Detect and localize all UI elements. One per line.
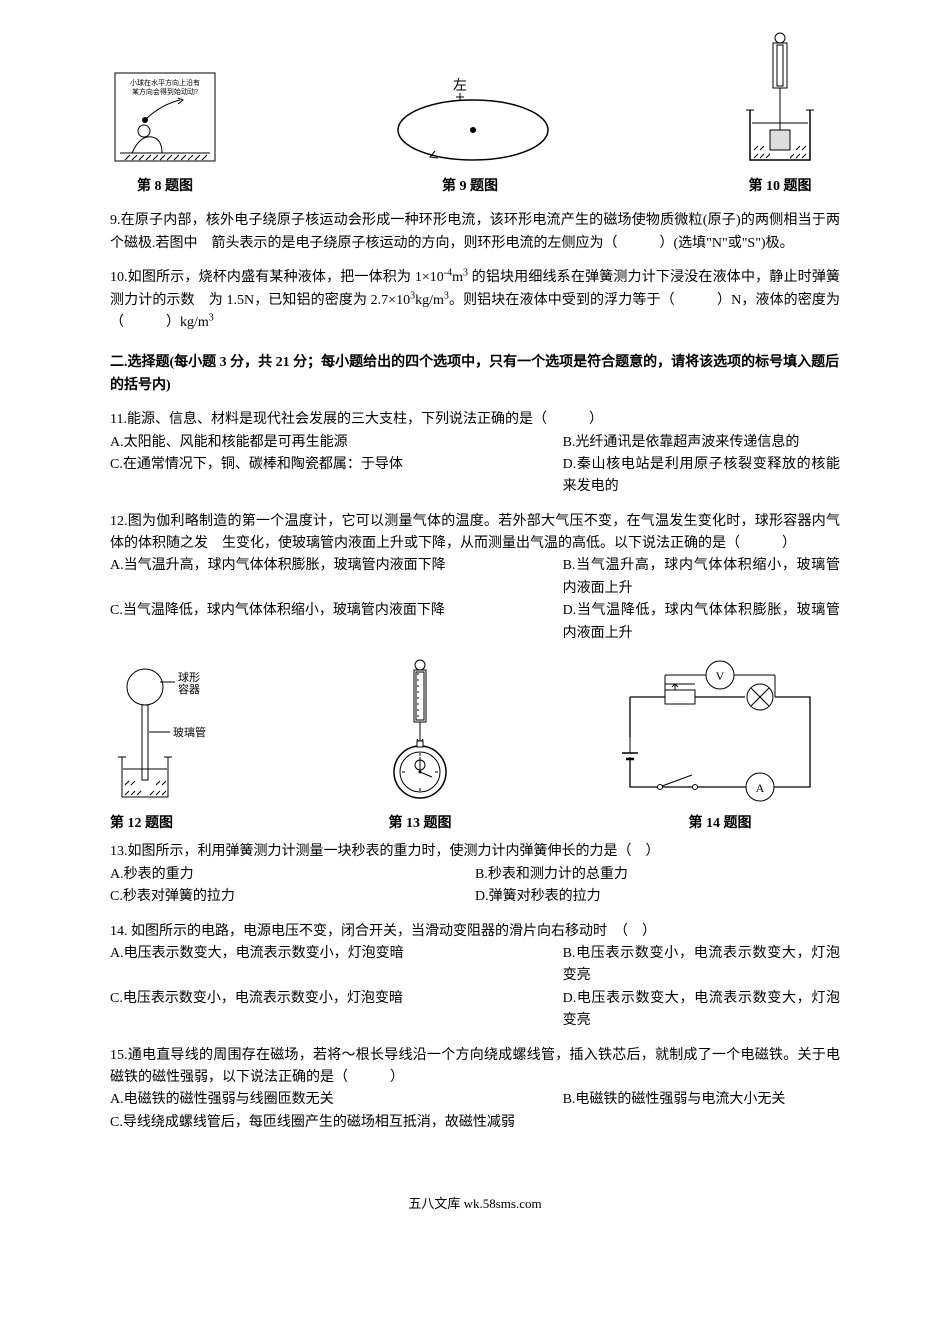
fig8-svg: 小球在水平方向上沿有 某方向会得到始动动? — [110, 65, 220, 170]
q12-B: B.当气温升高，球内气体体积缩小，玻璃管内液面上升 — [563, 555, 840, 600]
fig14-v: V — [716, 669, 725, 683]
q10-b: m — [452, 270, 463, 285]
fig8-caption: 第 8 题图 — [137, 176, 193, 198]
question-15: 15.通电直导线的周围存在磁场，若将～根长导线沿一个方向绕成螺线管，插入铁芯后，… — [110, 1045, 840, 1135]
section-2-title: 二.选择题(每小题 3 分，共 21 分；每小题给出的四个选项中，只有一个选项是… — [110, 352, 840, 397]
q15-A: A.电磁铁的磁性强弱与线圈匝数无关 — [110, 1089, 563, 1111]
figure-12: 球形 容器 玻璃管 第 12 题图 — [110, 657, 240, 835]
q11-stem: 11.能源、信息、材料是现代社会发展的三大支柱，下列说法正确的是（ ） — [110, 409, 840, 431]
q12-C: C.当气温降低，球内气体体积缩小，玻璃管内液面下降 — [110, 600, 563, 645]
fig8-text2: 某方向会得到始动动? — [132, 87, 198, 96]
figure-14: V A — [600, 657, 840, 835]
q10-sup5: 3 — [209, 312, 214, 323]
q11-A: A.太阳能、风能和核能都是可再生能源 — [110, 432, 563, 454]
q11-D: D.秦山核电站是利用原子核裂变释放的核能来发电的 — [563, 454, 840, 499]
question-12: 12.图为伽利略制造的第一个温度计，它可以测量气体的温度。若外部大气压不变，在气… — [110, 511, 840, 645]
q11-C: C.在通常情况下，铜、碳棒和陶瓷都属：于导体 — [110, 454, 563, 499]
fig9-caption: 第 9 题图 — [442, 176, 498, 198]
q14-A: A.电压表示数变大，电流表示数变小，灯泡变暗 — [110, 943, 563, 988]
question-10: 10.如图所示，烧杯内盛有某种液体，把一体积为 1×10-4m3 的铝块用细线系… — [110, 267, 840, 334]
figure-10: 第 10 题图 — [720, 30, 840, 198]
figure-8: 小球在水平方向上沿有 某方向会得到始动动? 第 8 题图 — [110, 65, 220, 198]
fig9-left-label: 左 — [453, 78, 467, 94]
q9-text: 9.在原子内部，核外电子绕原子核运动会形成一种环形电流，该环形电流产生的磁场使物… — [110, 213, 840, 250]
q12-stem: 12.图为伽利略制造的第一个温度计，它可以测量气体的温度。若外部大气压不变，在气… — [110, 511, 840, 556]
fig13-svg — [360, 657, 480, 807]
q14-C: C.电压表示数变小，电流表示数变小，灯泡变暗 — [110, 988, 563, 1033]
q15-stem: 15.通电直导线的周围存在磁场，若将～根长导线沿一个方向绕成螺线管，插入铁芯后，… — [110, 1045, 840, 1090]
q10-sup1: -4 — [444, 268, 452, 279]
figure-9: 左 第 9 题图 — [378, 75, 563, 198]
q14-stem: 14. 如图所示的电路，电源电压不变，闭合开关，当滑动变阻器的滑片向右移动时 （… — [110, 921, 840, 943]
figure-13: 第 13 题图 — [360, 657, 480, 835]
q12-D: D.当气温降低，球内气体体积膨胀，玻璃管内液面上升 — [563, 600, 840, 645]
question-14: 14. 如图所示的电路，电源电压不变，闭合开关，当滑动变阻器的滑片向右移动时 （… — [110, 921, 840, 1033]
q14-B: B.电压表示数变小，电流表示数变大，灯泡变亮 — [563, 943, 840, 988]
q13-stem: 13.如图所示，利用弹簧测力计测量一块秒表的重力时，使测力计内弹簧伸长的力是（ … — [110, 841, 840, 863]
q15-C: C.导线绕成螺线管后，每匝线圈产生的磁场相互抵消，故磁性减弱 — [110, 1112, 840, 1134]
svg-text:球形: 球形 — [178, 670, 200, 684]
q10-d: kg/m — [415, 293, 444, 308]
page-footer: 五八文库 wk.58sms.com — [110, 1194, 840, 1215]
fig14-svg: V A — [600, 657, 840, 807]
fig10-svg — [720, 30, 840, 170]
q11-B: B.光纤通讯是依靠超声波来传递信息的 — [563, 432, 840, 454]
q13-A: A.秒表的重力 — [110, 864, 475, 886]
fig10-caption: 第 10 题图 — [749, 176, 812, 198]
fig8-text1: 小球在水平方向上沿有 — [130, 78, 200, 87]
question-13: 13.如图所示，利用弹簧测力计测量一块秒表的重力时，使测力计内弹簧伸长的力是（ … — [110, 841, 840, 908]
fig12-svg: 球形 容器 玻璃管 — [110, 657, 240, 807]
figure-row-top: 小球在水平方向上沿有 某方向会得到始动动? 第 8 题图 左 — [110, 30, 840, 198]
figure-row-middle: 球形 容器 玻璃管 第 12 题图 — [110, 657, 840, 835]
q13-C: C.秒表对弹簧的拉力 — [110, 886, 475, 908]
svg-text:玻璃管: 玻璃管 — [173, 725, 206, 739]
fig13-caption: 第 13 题图 — [389, 813, 452, 835]
q15-B: B.电磁铁的磁性强弱与电流大小无关 — [563, 1089, 840, 1111]
fig14-a: A — [756, 781, 765, 795]
q12-A: A.当气温升高，球内气体体积膨胀，玻璃管内液面下降 — [110, 555, 563, 600]
q13-B: B.秒表和测力计的总重力 — [475, 864, 840, 886]
svg-text:容器: 容器 — [178, 682, 200, 696]
q10-a: 10.如图所示，烧杯内盛有某种液体，把一体积为 1×10 — [110, 270, 444, 285]
question-9: 9.在原子内部，核外电子绕原子核运动会形成一种环形电流，该环形电流产生的磁场使物… — [110, 210, 840, 255]
q13-D: D.弹簧对秒表的拉力 — [475, 886, 840, 908]
fig9-svg: 左 — [378, 75, 563, 170]
question-11: 11.能源、信息、材料是现代社会发展的三大支柱，下列说法正确的是（ ） A.太阳… — [110, 409, 840, 499]
fig12-caption: 第 12 题图 — [110, 813, 173, 835]
q14-D: D.电压表示数变大，电流表示数变大，灯泡变亮 — [563, 988, 840, 1033]
fig14-caption: 第 14 题图 — [689, 813, 752, 835]
